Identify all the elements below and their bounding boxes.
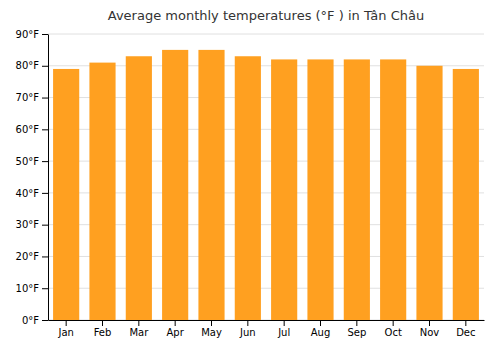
- x-tick: Oct: [385, 320, 402, 338]
- y-tick: 20°F: [16, 251, 48, 262]
- tick-mark: [465, 320, 466, 326]
- tick-mark: [211, 320, 212, 326]
- bar: [198, 50, 224, 320]
- x-tick: Jul: [277, 320, 290, 338]
- tick-mark: [356, 320, 357, 326]
- tick-mark: [42, 225, 48, 226]
- tick-mark: [175, 320, 176, 326]
- bar: [162, 50, 188, 320]
- bar: [453, 69, 479, 320]
- tick-label: 90°F: [16, 29, 40, 40]
- tick-label: Nov: [420, 327, 440, 338]
- tick-label: Apr: [167, 327, 185, 338]
- tick-label: 20°F: [16, 251, 40, 262]
- tick-label: 70°F: [16, 92, 40, 103]
- axis-line: [49, 320, 485, 321]
- tick-mark: [393, 320, 394, 326]
- tick-mark: [42, 193, 48, 194]
- tick-mark: [42, 320, 48, 321]
- tick-label: 60°F: [16, 124, 40, 135]
- tick-label: May: [201, 327, 222, 338]
- y-axis: 0°F 10°F 20°F 30°F 40°F 50°F 60°F 70°F 80°F 90°F: [16, 29, 49, 326]
- tick-mark: [42, 256, 48, 257]
- bar: [53, 69, 79, 320]
- y-tick: 40°F: [16, 188, 48, 199]
- y-tick: 70°F: [16, 92, 48, 103]
- tick-label: Oct: [385, 327, 402, 338]
- bar: [416, 66, 442, 320]
- tick-mark: [138, 320, 139, 326]
- bar: [271, 59, 297, 320]
- tick-mark: [102, 320, 103, 326]
- x-tick: May: [201, 320, 222, 338]
- y-tick: 80°F: [16, 60, 48, 71]
- bar: [307, 59, 333, 320]
- x-tick: Mar: [129, 320, 149, 338]
- y-tick: 10°F: [16, 283, 48, 294]
- x-tick: Jan: [57, 320, 73, 338]
- x-tick: Feb: [94, 320, 112, 338]
- x-tick: Aug: [311, 320, 331, 338]
- tick-mark: [42, 129, 48, 130]
- y-tick: 60°F: [16, 124, 48, 135]
- tick-label: Mar: [129, 327, 149, 338]
- title: Average monthly temperatures (°F ) in Tâ…: [108, 8, 424, 23]
- tick-mark: [42, 34, 48, 35]
- x-axis: Jan Feb Mar Apr May Jun Jul Aug Sep Oct Nov Dec: [49, 320, 485, 338]
- bars: [53, 50, 479, 320]
- tick-label: 0°F: [22, 315, 39, 326]
- chart-svg: 0°F 10°F 20°F 30°F 40°F 50°F 60°F 70°F 80°F 90°F J…: [0, 0, 500, 350]
- y-tick: 30°F: [16, 219, 48, 230]
- tick-label: Dec: [456, 327, 475, 338]
- tick-mark: [320, 320, 321, 326]
- tick-label: 30°F: [16, 219, 40, 230]
- y-tick: 50°F: [16, 156, 48, 167]
- bar: [126, 56, 152, 320]
- plot-area: 0°F 10°F 20°F 30°F 40°F 50°F 60°F 70°F 80°F 90°F J…: [16, 29, 485, 338]
- tick-mark: [42, 66, 48, 67]
- tick-mark: [284, 320, 285, 326]
- y-tick: 0°F: [22, 315, 48, 326]
- bar: [380, 59, 406, 320]
- bar: [235, 56, 261, 320]
- bar: [89, 63, 115, 320]
- tick-mark: [42, 98, 48, 99]
- bar: [344, 59, 370, 320]
- axis-line: [48, 35, 49, 321]
- tick-label: 40°F: [16, 188, 40, 199]
- tick-mark: [429, 320, 430, 326]
- tick-label: Feb: [94, 327, 112, 338]
- y-tick: 90°F: [16, 29, 48, 40]
- tick-label: Aug: [311, 327, 331, 338]
- grid: [48, 34, 484, 320]
- tick-label: 10°F: [16, 283, 40, 294]
- x-tick: Jun: [239, 320, 256, 338]
- tick-mark: [42, 288, 48, 289]
- x-tick: Dec: [456, 320, 475, 338]
- tick-label: Jun: [239, 327, 256, 338]
- x-tick: Apr: [167, 320, 185, 338]
- chart-container: 0°F 10°F 20°F 30°F 40°F 50°F 60°F 70°F 80°F 90°F J…: [0, 0, 500, 350]
- x-tick: Sep: [347, 320, 366, 338]
- tick-label: 80°F: [16, 60, 40, 71]
- tick-label: Jan: [57, 327, 73, 338]
- grid-line: [48, 34, 484, 35]
- tick-mark: [247, 320, 248, 326]
- tick-label: Jul: [277, 327, 290, 338]
- x-tick: Nov: [420, 320, 440, 338]
- tick-mark: [42, 161, 48, 162]
- tick-label: Sep: [347, 327, 366, 338]
- tick-mark: [66, 320, 67, 326]
- tick-label: 50°F: [16, 156, 40, 167]
